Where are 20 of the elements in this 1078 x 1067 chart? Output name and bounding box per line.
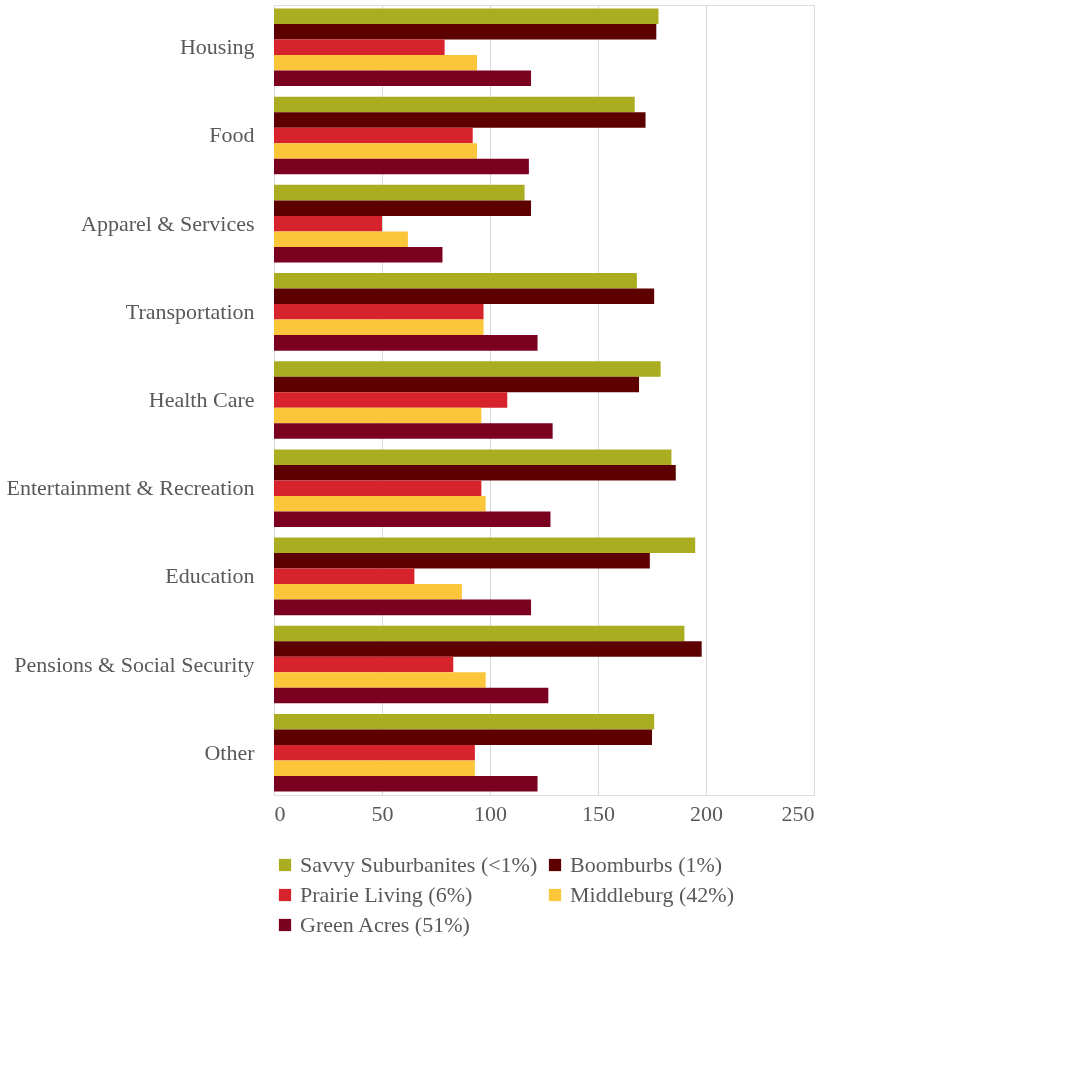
x-tick-label: 150 — [582, 800, 615, 826]
legend-label: Green Acres (51%) — [300, 912, 470, 937]
legend-label: Prairie Living (6%) — [300, 882, 473, 907]
y-tick-label: Transportation — [125, 298, 255, 324]
x-tick-label: 250 — [781, 800, 815, 826]
y-tick-label: Education — [165, 563, 255, 589]
y-tick-label: Other — [204, 739, 256, 765]
y-tick-label: Housing — [179, 34, 255, 60]
x-tick-label: 50 — [371, 800, 394, 826]
y-tick-label: Health Care — [148, 387, 255, 412]
y-tick-label: Pensions & Social Security — [14, 651, 255, 677]
legend-label: Boomburbs (1%) — [570, 852, 723, 877]
x-tick-label: 100 — [474, 800, 507, 826]
y-tick-label: Apparel & Services — [81, 210, 255, 236]
legend-label: Savvy Suburbanites (<1%) — [300, 852, 538, 877]
x-tick-label: 200 — [690, 800, 723, 826]
legend-label: Middleburg (42%) — [570, 882, 734, 907]
x-tick-label: 0 — [274, 800, 286, 826]
y-tick-label: Food — [209, 122, 255, 148]
y-tick-label: Entertainment & Recreation — [6, 475, 255, 501]
